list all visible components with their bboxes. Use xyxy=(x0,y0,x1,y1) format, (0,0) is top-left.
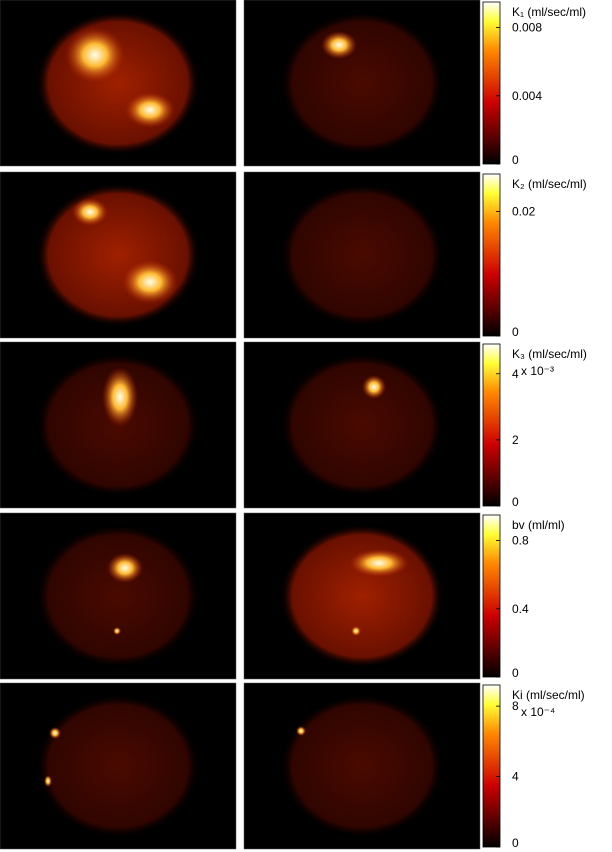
colorbar xyxy=(482,1,501,165)
colorbar xyxy=(482,173,501,337)
body-region xyxy=(36,694,200,838)
body-region xyxy=(36,524,200,668)
colorbar-label: Ki (ml/sec/ml) xyxy=(512,688,585,702)
colorbar xyxy=(482,684,501,848)
hot-spot xyxy=(362,375,386,399)
colorbar xyxy=(482,343,501,507)
tick-label: 2 xyxy=(512,433,519,447)
hot-spot xyxy=(296,726,306,736)
hot-spot xyxy=(349,549,409,577)
hot-spot xyxy=(125,92,175,128)
hot-spot xyxy=(351,626,361,636)
colorbar-label: K₁ (ml/sec/ml) xyxy=(512,5,586,19)
tick-label: 0 xyxy=(512,836,519,850)
hot-spot xyxy=(122,260,178,304)
tick-label: 0 xyxy=(512,153,519,167)
colorbar-label: K₂ (ml/sec/ml) xyxy=(512,177,587,191)
body-region xyxy=(280,524,444,668)
scale-multiplier: x 10⁻³ xyxy=(521,364,554,378)
tick-label: 4 xyxy=(512,367,519,381)
hot-spot xyxy=(321,31,357,59)
tick-label: 4 xyxy=(512,770,519,784)
tick-label: 0 xyxy=(512,666,519,680)
body-region xyxy=(280,353,444,497)
hot-spot xyxy=(102,367,138,427)
tick-label: 0 xyxy=(512,495,519,509)
body-region xyxy=(280,694,444,838)
hot-spot xyxy=(107,553,143,583)
tick-label: 8 xyxy=(512,699,519,713)
hot-spot xyxy=(49,727,61,739)
body-region xyxy=(280,183,444,327)
tick-label: 0.008 xyxy=(512,21,542,35)
body-region xyxy=(36,183,200,327)
hot-spot xyxy=(44,775,52,787)
body-region xyxy=(36,11,200,155)
hot-spot xyxy=(65,27,125,83)
tick-label: 0.004 xyxy=(512,89,542,103)
colorbar xyxy=(482,514,501,678)
tick-label: 0.4 xyxy=(512,602,529,616)
colorbar-label: bv (ml/ml) xyxy=(512,518,565,532)
tick-label: 0.02 xyxy=(512,204,536,218)
tick-label: 0.8 xyxy=(512,534,529,548)
scale-multiplier: x 10⁻⁴ xyxy=(521,705,555,719)
hot-spot xyxy=(113,627,121,635)
tick-label: 0 xyxy=(512,325,519,339)
body-region xyxy=(280,11,444,155)
hot-spot xyxy=(72,198,108,226)
colorbar-label: K₃ (ml/sec/ml) xyxy=(512,347,587,361)
